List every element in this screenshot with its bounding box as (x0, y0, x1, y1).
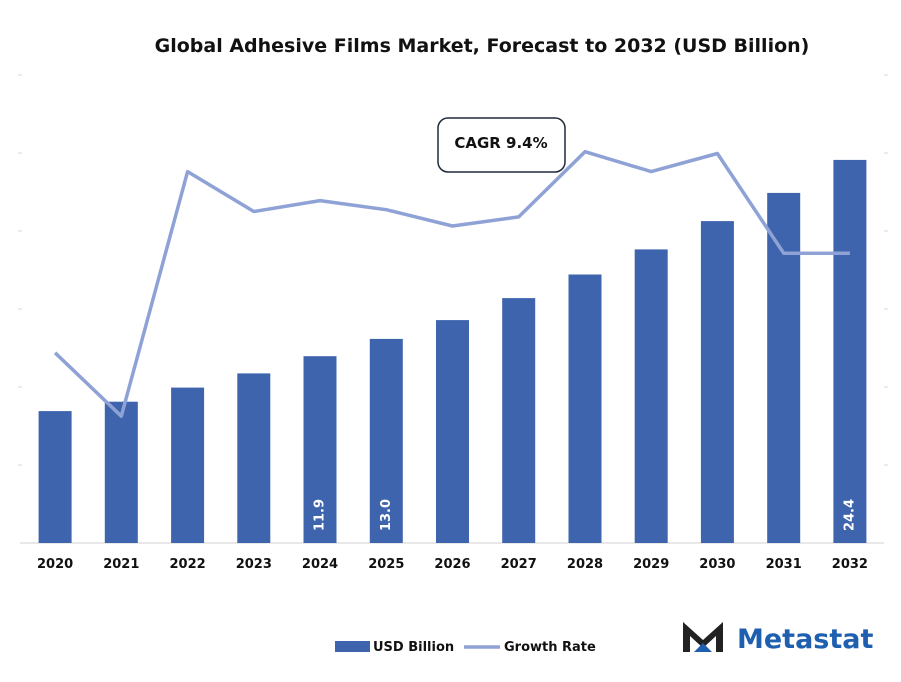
x-tick-label-2028: 2028 (567, 557, 603, 572)
x-tick-label-2032: 2032 (832, 557, 868, 572)
x-axis-ticks: 2020 2021 2022 2023 2024 2025 2026 2027 2028 2029… (37, 557, 868, 572)
bar-2026 (436, 320, 469, 543)
x-tick-label-2022: 2022 (170, 557, 206, 572)
x-tick-label-2029: 2029 (633, 557, 669, 572)
growth-rate-line (53, 149, 850, 418)
legend-swatch-usd-billion (335, 641, 370, 652)
data-label-2024: 11.9 (313, 499, 328, 531)
bar-2022 (171, 387, 205, 543)
metastat-logo-text: Metastat (737, 624, 874, 655)
bar-2020 (38, 411, 72, 543)
bar-data-labels: 11.9 13.0 24.4 (313, 499, 858, 531)
x-tick-label-2023: 2023 (236, 557, 272, 572)
bar-series (38, 159, 867, 543)
bar-2021 (104, 401, 138, 543)
bar-2023 (237, 373, 271, 543)
bar-2027 (502, 298, 536, 543)
bar-2031 (767, 192, 801, 543)
data-label-2032: 24.4 (842, 499, 857, 531)
cagr-annotation: CAGR 9.4% (437, 117, 566, 173)
bar-2024 (303, 356, 337, 543)
x-tick-label-2021: 2021 (103, 557, 139, 572)
x-tick-label-2020: 2020 (37, 557, 73, 572)
x-tick-label-2025: 2025 (368, 557, 404, 572)
chart-title: Global Adhesive Films Market, Forecast t… (155, 35, 810, 57)
x-tick-label-2031: 2031 (766, 557, 802, 572)
data-label-2025: 13.0 (379, 499, 394, 531)
gridlines (18, 74, 888, 466)
x-tick-label-2024: 2024 (302, 557, 338, 572)
bar-2032 (833, 159, 867, 543)
cagr-label: CAGR 9.4% (454, 134, 547, 152)
metastat-logo-mark (683, 622, 723, 652)
legend: USD Billion Growth Rate (335, 640, 596, 655)
x-tick-label-2027: 2027 (501, 557, 537, 572)
x-tick-label-2030: 2030 (699, 557, 735, 572)
cagr-box (437, 117, 566, 173)
bar-2028 (568, 274, 602, 543)
legend-label-usd-billion: USD Billion (373, 640, 454, 655)
bar-2030 (700, 221, 734, 543)
legend-label-growth-rate: Growth Rate (504, 640, 596, 655)
metastat-logo: Metastat (683, 622, 874, 655)
x-tick-label-2026: 2026 (434, 557, 470, 572)
bar-2025 (369, 338, 403, 543)
bar-2029 (634, 249, 668, 543)
